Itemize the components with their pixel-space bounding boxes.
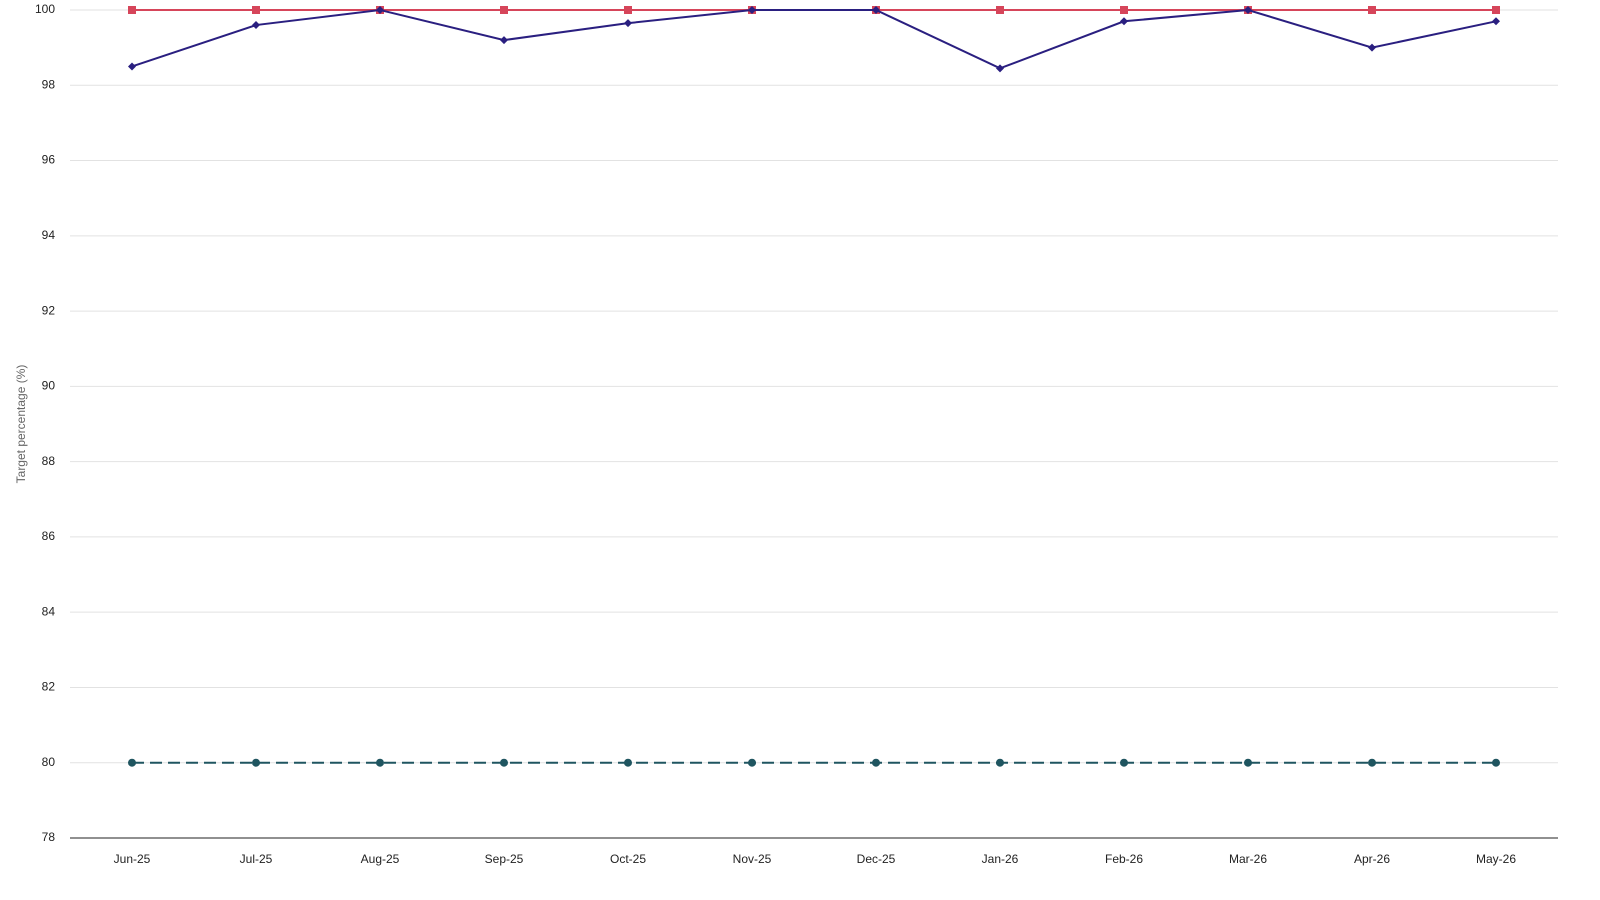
marker xyxy=(1492,6,1500,14)
marker xyxy=(376,758,384,767)
marker xyxy=(252,758,260,767)
marker xyxy=(624,758,632,767)
y-tick-label: 92 xyxy=(42,303,56,317)
marker xyxy=(1492,758,1500,767)
marker xyxy=(128,758,136,767)
marker xyxy=(500,36,508,45)
marker xyxy=(252,6,260,14)
marker xyxy=(996,6,1004,14)
x-tick-label: Apr-26 xyxy=(1354,852,1390,866)
marker xyxy=(500,758,508,767)
y-tick-label: 88 xyxy=(42,454,56,468)
x-tick-label: Dec-25 xyxy=(857,852,896,866)
x-tick-label: Sep-25 xyxy=(485,852,524,866)
marker xyxy=(996,758,1004,767)
marker xyxy=(624,6,632,14)
marker xyxy=(1368,43,1376,52)
marker xyxy=(996,64,1004,73)
marker xyxy=(624,19,632,28)
x-tick-label: Jan-26 xyxy=(982,852,1019,866)
y-tick-label: 82 xyxy=(42,680,56,694)
x-tick-label: Jun-25 xyxy=(114,852,151,866)
series-line xyxy=(131,8,1497,70)
marker xyxy=(1244,758,1252,767)
x-tick-label: Mar-26 xyxy=(1229,852,1267,866)
marker xyxy=(1120,17,1128,26)
marker xyxy=(872,758,880,767)
marker xyxy=(872,6,880,14)
x-tick-label: Jul-25 xyxy=(240,852,273,866)
marker xyxy=(376,6,384,14)
marker xyxy=(1492,17,1500,26)
y-tick-label: 80 xyxy=(42,755,56,769)
marker xyxy=(748,6,756,14)
y-axis-title: Target percentage (%) xyxy=(14,365,28,484)
y-tick-label: 84 xyxy=(42,604,56,618)
marker xyxy=(252,21,260,30)
marker xyxy=(1368,758,1376,767)
x-tick-label: May-26 xyxy=(1476,852,1516,866)
marker xyxy=(1244,6,1252,14)
marker xyxy=(128,6,136,14)
x-tick-label: Feb-26 xyxy=(1105,852,1143,866)
y-tick-label: 98 xyxy=(42,77,56,91)
x-tick-label: Oct-25 xyxy=(610,852,646,866)
y-tick-label: 96 xyxy=(42,153,56,167)
y-tick-label: 100 xyxy=(35,2,55,16)
y-tick-label: 86 xyxy=(42,529,56,543)
marker xyxy=(1368,6,1376,14)
marker xyxy=(748,758,756,767)
marker xyxy=(500,6,508,14)
x-tick-label: Aug-25 xyxy=(361,852,400,866)
y-tick-label: 78 xyxy=(42,830,56,844)
x-tick-label: Nov-25 xyxy=(733,852,772,866)
y-tick-label: 90 xyxy=(42,379,56,393)
marker xyxy=(128,62,136,71)
y-tick-label: 94 xyxy=(42,228,56,242)
marker xyxy=(1120,6,1128,14)
marker xyxy=(1120,758,1128,767)
